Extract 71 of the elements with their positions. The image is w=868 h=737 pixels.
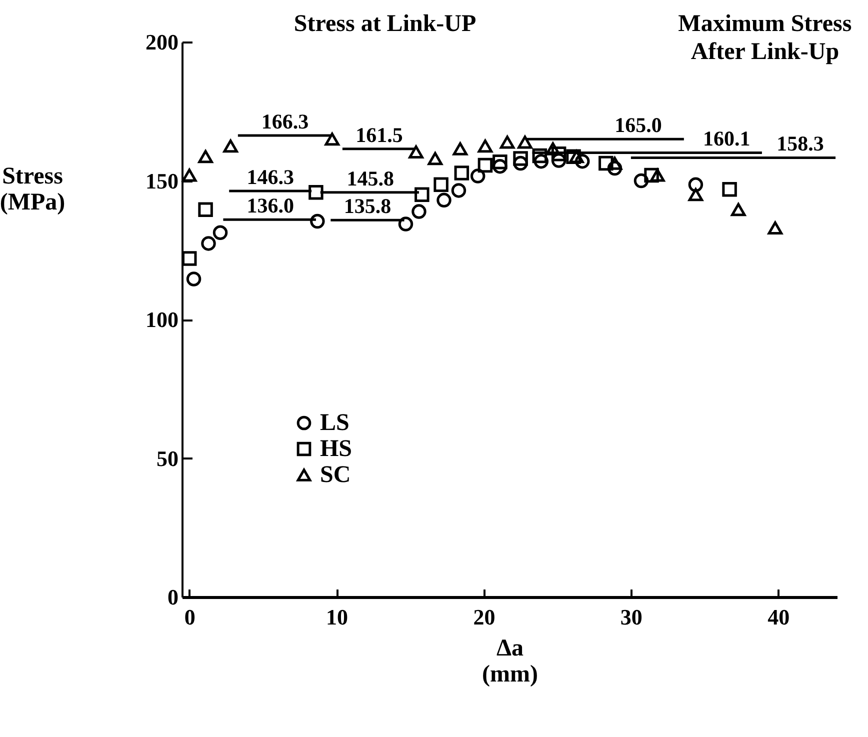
annotation: 135.8: [344, 194, 392, 218]
annotation: Maximum Stress After Link-Up: [678, 11, 852, 65]
point: [182, 251, 197, 266]
y-tick-label: 150: [146, 168, 178, 194]
point: [434, 177, 448, 192]
text: Stress at Link-UP: [294, 11, 476, 37]
y-tick-label: 0: [168, 584, 178, 610]
point: [452, 142, 468, 156]
point: [492, 154, 508, 170]
legend-label: SC: [320, 462, 351, 488]
point: [310, 214, 325, 229]
x-tick-label: 20: [473, 604, 496, 630]
point: [492, 158, 508, 174]
point: [566, 149, 581, 164]
annotation: 165.0: [614, 113, 662, 138]
point: [412, 204, 426, 219]
point: [198, 150, 213, 164]
point: [182, 168, 197, 182]
point: [688, 177, 704, 192]
point: [688, 188, 704, 202]
x-tick-label: 0: [184, 604, 196, 630]
point: [500, 136, 515, 149]
point: [428, 152, 443, 166]
point: [650, 168, 665, 182]
annotation: 166.3: [261, 110, 309, 134]
annotation: 146.3: [246, 165, 294, 190]
legend-label: LS: [320, 410, 350, 436]
point: [634, 173, 649, 188]
annotation: 160.1: [702, 126, 750, 151]
point: [201, 236, 216, 251]
point: [551, 146, 566, 162]
annotation: 136.0: [246, 194, 294, 218]
x-axis-title: Δa (mm): [482, 636, 538, 688]
point: [212, 225, 228, 240]
y-axis-title: Stress (MPa): [0, 164, 66, 216]
point: [513, 156, 528, 171]
point: [574, 154, 590, 169]
x-tick-label: 10: [326, 604, 348, 630]
point: [451, 183, 466, 198]
point: [470, 168, 486, 184]
point: [478, 158, 493, 173]
point: [513, 151, 528, 166]
point: [198, 202, 213, 217]
point: [768, 221, 783, 234]
y-tick-label: 100: [146, 307, 178, 332]
annotation: 158.3: [776, 132, 824, 156]
point: [534, 154, 549, 169]
x-tick-label: 40: [768, 604, 790, 630]
point: [324, 132, 340, 146]
point: [551, 153, 566, 168]
point: [308, 185, 324, 200]
point: [408, 145, 424, 158]
x-tick-label: 30: [620, 604, 642, 630]
point: [478, 140, 493, 153]
point: [186, 272, 202, 286]
point: [454, 166, 470, 180]
point: [644, 168, 659, 183]
point: [598, 156, 614, 171]
point: [414, 187, 430, 202]
point: [223, 140, 238, 153]
point: [722, 182, 737, 197]
point: [532, 148, 548, 164]
annotation: 145.8: [346, 166, 394, 190]
y-tick-label: 200: [146, 30, 178, 54]
point: [518, 136, 532, 149]
legend-label: HS: [320, 436, 352, 462]
point: [398, 216, 414, 232]
annotation: 161.5: [356, 122, 403, 147]
point: [731, 203, 746, 216]
y-tick-label: 50: [156, 446, 178, 471]
point: [436, 192, 452, 208]
